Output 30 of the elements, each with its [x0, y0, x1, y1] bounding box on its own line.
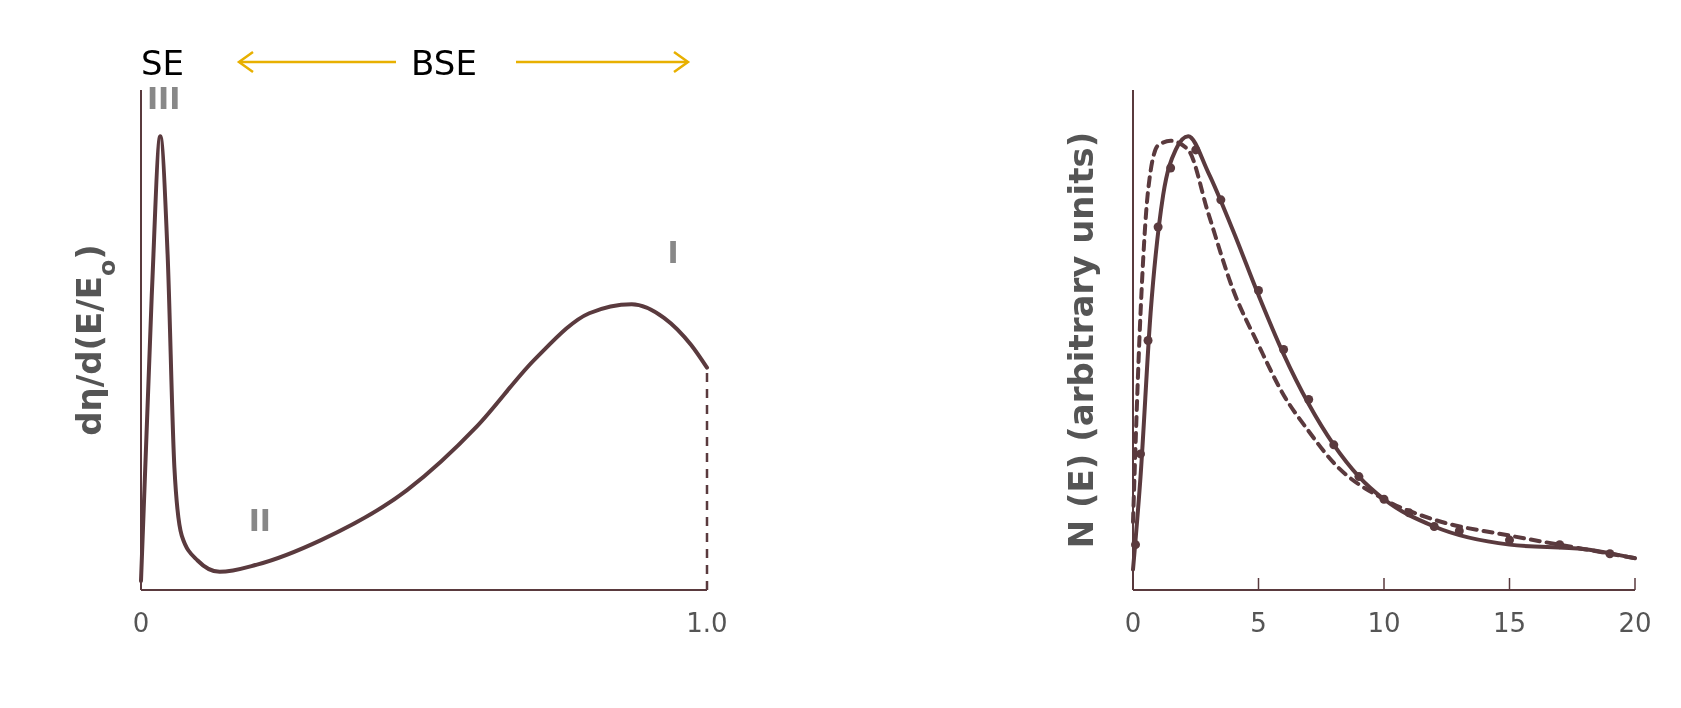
- point: [1555, 540, 1565, 550]
- point: [1153, 222, 1163, 232]
- point: [1166, 163, 1176, 173]
- point: [1191, 145, 1201, 155]
- point: [1143, 335, 1153, 345]
- point: [1605, 549, 1615, 559]
- point: [1354, 472, 1364, 482]
- annotation: II: [248, 503, 272, 539]
- point: [1131, 540, 1141, 550]
- point: [1329, 440, 1339, 450]
- point: [1429, 521, 1439, 531]
- y-axis-title: N (E) (arbitrary units): [1061, 131, 1101, 549]
- point: [1404, 508, 1414, 518]
- point: [1379, 494, 1389, 504]
- point: [1136, 449, 1146, 459]
- text: BSE: [411, 43, 477, 83]
- x-tick-label: 1.0: [686, 608, 728, 638]
- annotation: I: [667, 235, 679, 271]
- point: [1254, 286, 1263, 296]
- point: [1304, 394, 1314, 404]
- text: III: [146, 81, 181, 117]
- text: SE: [141, 43, 185, 83]
- point: [1216, 195, 1226, 205]
- x-tick-label: 0: [1124, 608, 1142, 638]
- point: [1279, 345, 1289, 355]
- x-tick-label: 15: [1492, 608, 1527, 638]
- x-tick-label: 20: [1618, 608, 1652, 638]
- x-tick-label: 0: [132, 608, 150, 638]
- x-tick-label: 10: [1367, 608, 1401, 638]
- x-tick-label: 5: [1250, 608, 1267, 638]
